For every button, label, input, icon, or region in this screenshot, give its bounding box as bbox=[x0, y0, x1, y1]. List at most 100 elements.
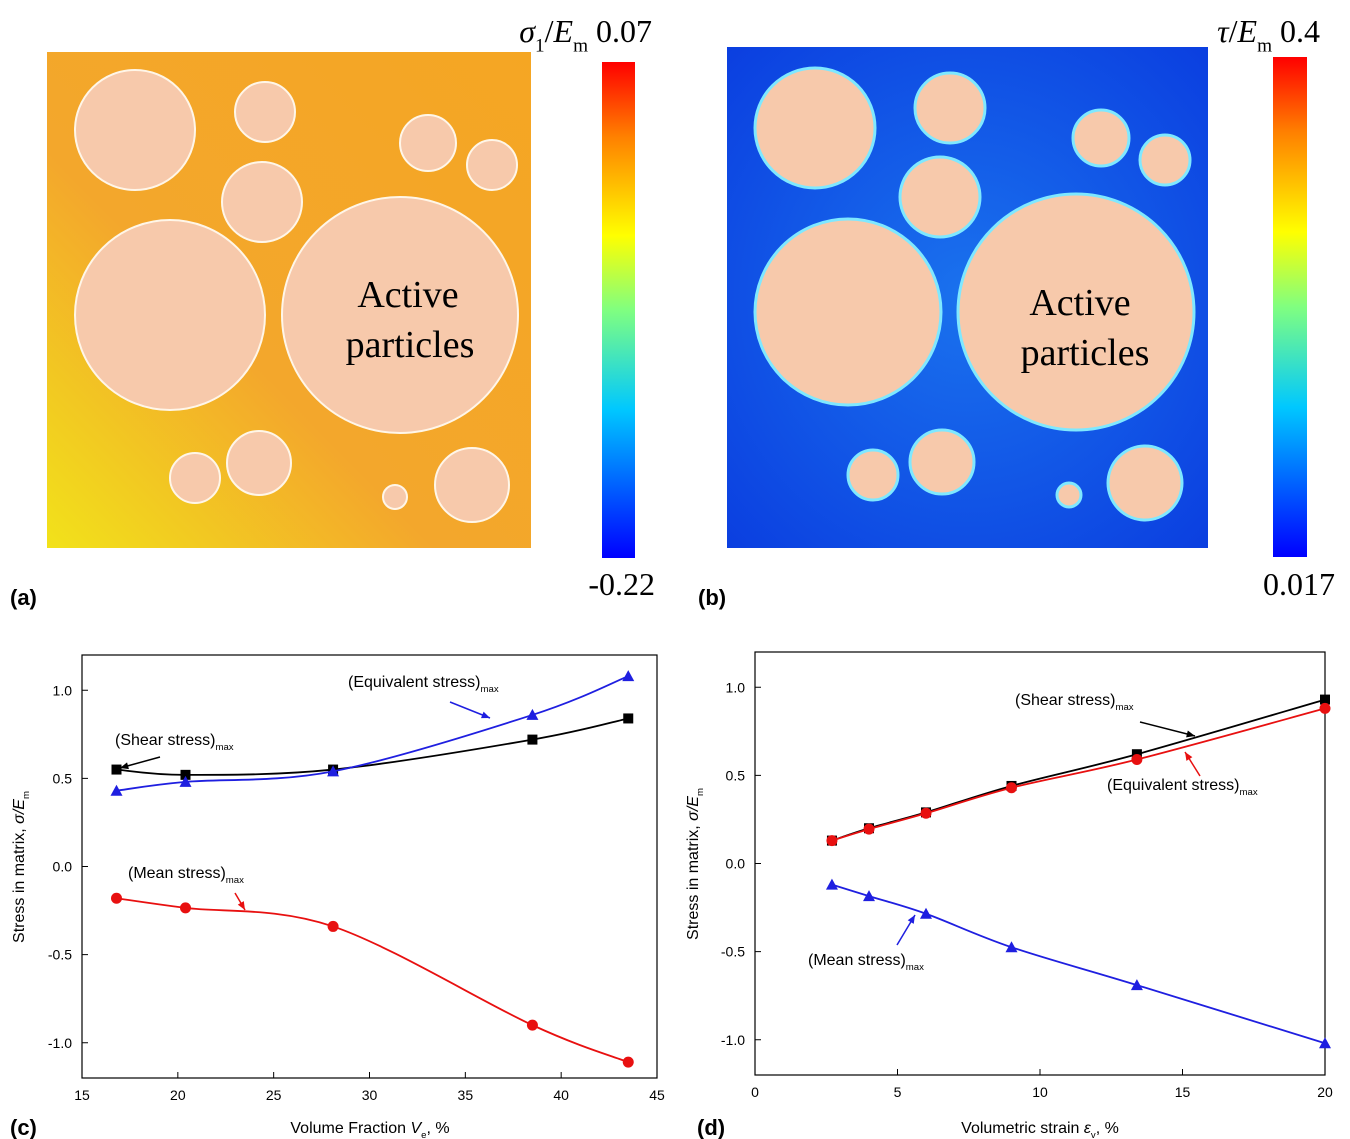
marker bbox=[1319, 1037, 1331, 1049]
arrow-head bbox=[907, 915, 915, 924]
marker bbox=[623, 713, 634, 724]
arrow bbox=[1139, 721, 1196, 737]
arrow-head bbox=[1186, 730, 1195, 738]
particles bbox=[753, 66, 1196, 522]
text-part: Stress in matrix, bbox=[685, 821, 702, 940]
text-part: / bbox=[1229, 13, 1238, 49]
text-part: , % bbox=[1096, 1120, 1119, 1137]
text-part: E bbox=[553, 13, 574, 49]
arrow-head bbox=[237, 901, 245, 910]
text-part: ε bbox=[1084, 1120, 1092, 1137]
y-tick-label: -1.0 bbox=[721, 1032, 745, 1048]
panel-label: (c) bbox=[10, 1115, 37, 1139]
marker bbox=[1005, 941, 1018, 953]
x-tick-label: 5 bbox=[894, 1084, 902, 1100]
x-tick-label: 20 bbox=[170, 1087, 186, 1103]
x-tick-label: 15 bbox=[1175, 1084, 1191, 1100]
panel-label: (d) bbox=[697, 1115, 725, 1139]
text-part: (Equivalent stress) bbox=[1107, 777, 1240, 794]
y-axis-label: Stress in matrix, σ/Em bbox=[11, 791, 32, 943]
x-tick-label: 35 bbox=[458, 1087, 474, 1103]
text-part: (Shear stress) bbox=[1015, 692, 1115, 709]
text-part: Stress in matrix, bbox=[11, 824, 28, 943]
marker bbox=[526, 1019, 538, 1031]
marker bbox=[1006, 782, 1017, 794]
text-part: σ bbox=[519, 13, 536, 49]
marker bbox=[111, 892, 122, 904]
marker bbox=[1131, 754, 1143, 766]
annotation: Active bbox=[357, 274, 458, 316]
y-tick-label: -0.5 bbox=[721, 944, 745, 960]
colorbar-max: 0.4 bbox=[1280, 13, 1320, 49]
colorbar-title: τ/Em bbox=[1217, 13, 1272, 57]
x-tick-label: 45 bbox=[649, 1087, 665, 1103]
colorbar bbox=[1273, 57, 1307, 557]
colorbar bbox=[602, 62, 635, 558]
colorbar-max: 0.07 bbox=[596, 13, 652, 49]
annotation: particles bbox=[346, 324, 475, 366]
colorbar-min: 0.017 bbox=[1263, 566, 1335, 602]
marker bbox=[327, 920, 339, 932]
text-part: max bbox=[1240, 787, 1258, 798]
marker bbox=[527, 734, 538, 745]
marker bbox=[825, 878, 838, 890]
marker bbox=[327, 765, 340, 777]
series-label: (Mean stress)max bbox=[808, 952, 924, 973]
series-line bbox=[831, 707, 1326, 842]
text-part: e bbox=[421, 1130, 426, 1139]
x-tick-label: 20 bbox=[1317, 1084, 1333, 1100]
marker bbox=[622, 670, 635, 682]
marker bbox=[1130, 979, 1143, 991]
marker bbox=[110, 784, 123, 796]
marker bbox=[180, 902, 191, 914]
marker bbox=[920, 807, 932, 819]
text-part: σ/E bbox=[11, 799, 28, 824]
text-part: 1 bbox=[535, 36, 545, 57]
annotation: particles bbox=[1021, 332, 1150, 374]
x-axis-label: Volume Fraction Ve, % bbox=[290, 1120, 449, 1139]
series-label: (Mean stress)max bbox=[128, 865, 244, 886]
marker bbox=[179, 775, 192, 787]
text-part: m bbox=[1257, 36, 1272, 57]
series-line bbox=[116, 675, 629, 792]
y-tick-label: 1.0 bbox=[726, 679, 746, 695]
series-label: (Shear stress)max bbox=[1015, 692, 1134, 713]
text-part: Volume Fraction bbox=[290, 1120, 410, 1137]
y-tick-label: 0.0 bbox=[53, 859, 73, 875]
text-part: (Equivalent stress) bbox=[348, 674, 481, 691]
y-tick-label: -1.0 bbox=[48, 1035, 72, 1051]
marker bbox=[622, 1056, 634, 1068]
text-part: (Mean stress) bbox=[808, 952, 906, 969]
text-part: (Shear stress) bbox=[115, 732, 215, 749]
particles bbox=[74, 69, 519, 523]
text-part: E bbox=[1237, 13, 1258, 49]
text-part: max bbox=[215, 742, 233, 753]
y-tick-label: 0.5 bbox=[53, 770, 73, 786]
x-tick-label: 40 bbox=[553, 1087, 569, 1103]
x-tick-label: 30 bbox=[362, 1087, 378, 1103]
marker bbox=[863, 890, 875, 902]
annotation: Active bbox=[1029, 282, 1130, 324]
text-part: σ/E bbox=[685, 796, 702, 821]
panel-label: (a) bbox=[10, 585, 37, 610]
y-tick-label: 1.0 bbox=[53, 682, 73, 698]
text-part: V bbox=[410, 1120, 422, 1137]
x-tick-label: 25 bbox=[266, 1087, 282, 1103]
series-label: (Shear stress)max bbox=[115, 732, 234, 753]
x-axis-label: Volumetric strain εv, % bbox=[961, 1120, 1119, 1139]
text-part: max bbox=[906, 962, 924, 973]
text-part: m bbox=[573, 36, 588, 57]
text-part: m bbox=[695, 788, 706, 796]
colorbar-title: σ1/Em bbox=[519, 13, 588, 57]
text-part: τ bbox=[1217, 13, 1230, 49]
arrow-head bbox=[1185, 752, 1193, 761]
series-line bbox=[116, 717, 629, 776]
panel-label: (b) bbox=[698, 585, 726, 610]
plot-frame bbox=[754, 651, 1326, 1076]
marker bbox=[111, 764, 122, 775]
x-tick-label: 0 bbox=[751, 1084, 759, 1100]
y-tick-label: -0.5 bbox=[48, 947, 72, 963]
text-part: / bbox=[545, 13, 554, 49]
colorbar-min: -0.22 bbox=[588, 566, 655, 602]
